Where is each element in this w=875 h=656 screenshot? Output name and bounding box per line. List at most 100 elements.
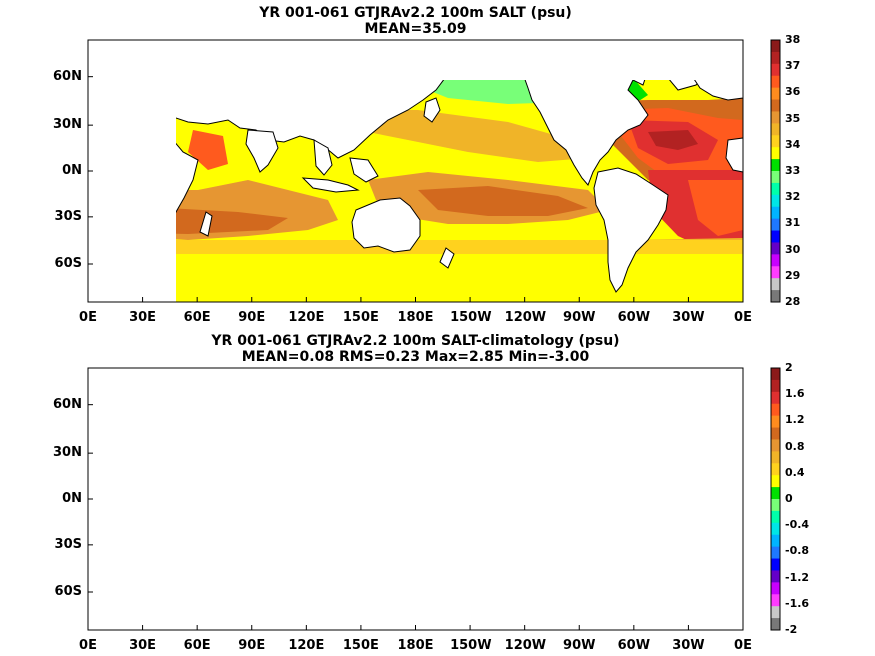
lon-label: 90E bbox=[238, 638, 266, 653]
lat-label: 30N bbox=[53, 445, 82, 461]
lat-label: 60N bbox=[53, 396, 82, 412]
colorbar-swatch bbox=[771, 618, 780, 631]
lon-label: 0E bbox=[79, 310, 97, 325]
colorbar-swatch bbox=[771, 451, 780, 464]
lat-label: 60N bbox=[53, 68, 82, 84]
colorbar-swatch bbox=[771, 510, 780, 524]
colorbar-swatch bbox=[771, 487, 780, 500]
colorbar-swatch bbox=[771, 278, 780, 291]
colorbar-swatch bbox=[771, 99, 780, 112]
colorbar-swatch bbox=[771, 427, 780, 440]
colorbar-label: 30 bbox=[785, 242, 801, 256]
colorbar-swatch bbox=[771, 51, 780, 65]
colorbar-label: 32 bbox=[785, 190, 801, 204]
colorbar-swatch bbox=[771, 111, 780, 124]
lon-label: 30E bbox=[129, 310, 157, 325]
colorbar-label: 38 bbox=[785, 33, 801, 46]
lon-label: 60W bbox=[617, 310, 651, 325]
colorbar-swatch bbox=[771, 40, 780, 53]
colorbar-label: -2 bbox=[785, 623, 798, 636]
colorbar-label: 0 bbox=[785, 492, 793, 505]
colorbar-swatch bbox=[771, 75, 780, 89]
lat-label: 60S bbox=[54, 584, 82, 599]
colorbar-swatch bbox=[771, 218, 780, 232]
colorbar-frame bbox=[770, 39, 781, 303]
colorbar-swatch bbox=[771, 230, 780, 243]
colorbar-swatch bbox=[771, 147, 780, 160]
colorbar-label: 31 bbox=[785, 216, 801, 230]
colorbar-swatch bbox=[771, 582, 780, 595]
colorbar-label: 1.2 bbox=[785, 413, 805, 427]
lon-label: 0E bbox=[734, 638, 752, 653]
colorbar-label: 34 bbox=[785, 137, 801, 151]
colorbar-swatch bbox=[771, 534, 780, 548]
lon-label: 30E bbox=[129, 638, 157, 653]
lat-label: 0N bbox=[62, 163, 82, 178]
panel1-title: YR 001-061 GTJRAv2.2 100m SALT (psu) bbox=[259, 5, 572, 21]
lon-label: 180E bbox=[397, 310, 434, 325]
lat-label: 0N bbox=[62, 491, 82, 506]
panel2-frame bbox=[87, 367, 744, 631]
lon-label: 30W bbox=[672, 638, 705, 653]
lon-label: 150E bbox=[342, 638, 379, 653]
lon-label: 120W bbox=[504, 310, 547, 325]
lon-label: 30W bbox=[672, 310, 705, 325]
panel2-map bbox=[88, 368, 743, 630]
lon-label: 120W bbox=[504, 638, 547, 653]
colorbar-swatch bbox=[771, 254, 780, 267]
colorbar-label: -1.6 bbox=[785, 596, 810, 610]
panel1-map bbox=[176, 80, 744, 303]
lat-label: 30S bbox=[54, 208, 82, 224]
colorbar-swatch bbox=[771, 135, 780, 148]
lat-label: 30S bbox=[54, 536, 82, 552]
lon-label: 150W bbox=[450, 638, 492, 653]
colorbar-swatch bbox=[771, 87, 780, 101]
lat-label: 30N bbox=[53, 117, 82, 133]
colorbar-label: -1.2 bbox=[785, 570, 810, 584]
colorbar-swatch bbox=[771, 391, 780, 405]
colorbar-swatch bbox=[771, 475, 780, 488]
lon-label: 60W bbox=[617, 638, 651, 653]
colorbar-swatch bbox=[771, 606, 780, 619]
lon-label: 120E bbox=[288, 638, 325, 653]
colorbar-swatch bbox=[771, 63, 780, 77]
colorbar-label: 1.6 bbox=[785, 387, 805, 401]
panel1-subtitle: MEAN=35.09 bbox=[364, 21, 467, 37]
lon-label: 150E bbox=[342, 310, 379, 325]
panel2-subtitle: MEAN=0.08 RMS=0.23 Max=2.85 Min=-3.00 bbox=[241, 349, 590, 365]
lon-label: 60E bbox=[183, 310, 211, 325]
colorbar-label: 29 bbox=[785, 268, 801, 282]
colorbar-label: -0.4 bbox=[785, 518, 810, 532]
lon-label: 0E bbox=[734, 310, 752, 325]
colorbar-swatch bbox=[771, 594, 780, 607]
colorbar-swatch bbox=[771, 522, 780, 536]
lon-label: 0E bbox=[79, 638, 97, 653]
colorbar-swatch bbox=[771, 570, 780, 583]
colorbar-label: 36 bbox=[785, 85, 801, 99]
colorbar-swatch bbox=[771, 194, 780, 208]
lon-label: 120E bbox=[288, 310, 325, 325]
panel1-colorbar bbox=[770, 39, 781, 303]
lon-label: 180E bbox=[397, 638, 434, 653]
colorbar-swatch bbox=[771, 290, 780, 303]
colorbar-label: 33 bbox=[785, 164, 801, 177]
colorbar-frame bbox=[770, 367, 781, 631]
lon-label: 90W bbox=[563, 310, 596, 325]
colorbar-label: 0.4 bbox=[785, 465, 805, 479]
colorbar-swatch bbox=[771, 206, 780, 220]
colorbar-swatch bbox=[771, 546, 780, 560]
axis-ticks bbox=[87, 76, 744, 630]
panel2-title: YR 001-061 GTJRAv2.2 100m SALT-climatolo… bbox=[211, 333, 620, 349]
colorbar-swatch bbox=[771, 368, 780, 381]
colorbar-label: 0.8 bbox=[785, 439, 805, 453]
colorbar-swatch bbox=[771, 463, 780, 476]
lat-label: 60S bbox=[54, 256, 82, 271]
colorbar-swatch bbox=[771, 403, 780, 417]
colorbar-swatch bbox=[771, 499, 780, 512]
colorbar-swatch bbox=[771, 171, 780, 184]
colorbar-label: 2 bbox=[785, 361, 793, 374]
colorbar-swatch bbox=[771, 182, 780, 196]
colorbar-swatch bbox=[771, 558, 780, 571]
colorbar-label: -0.8 bbox=[785, 544, 810, 558]
